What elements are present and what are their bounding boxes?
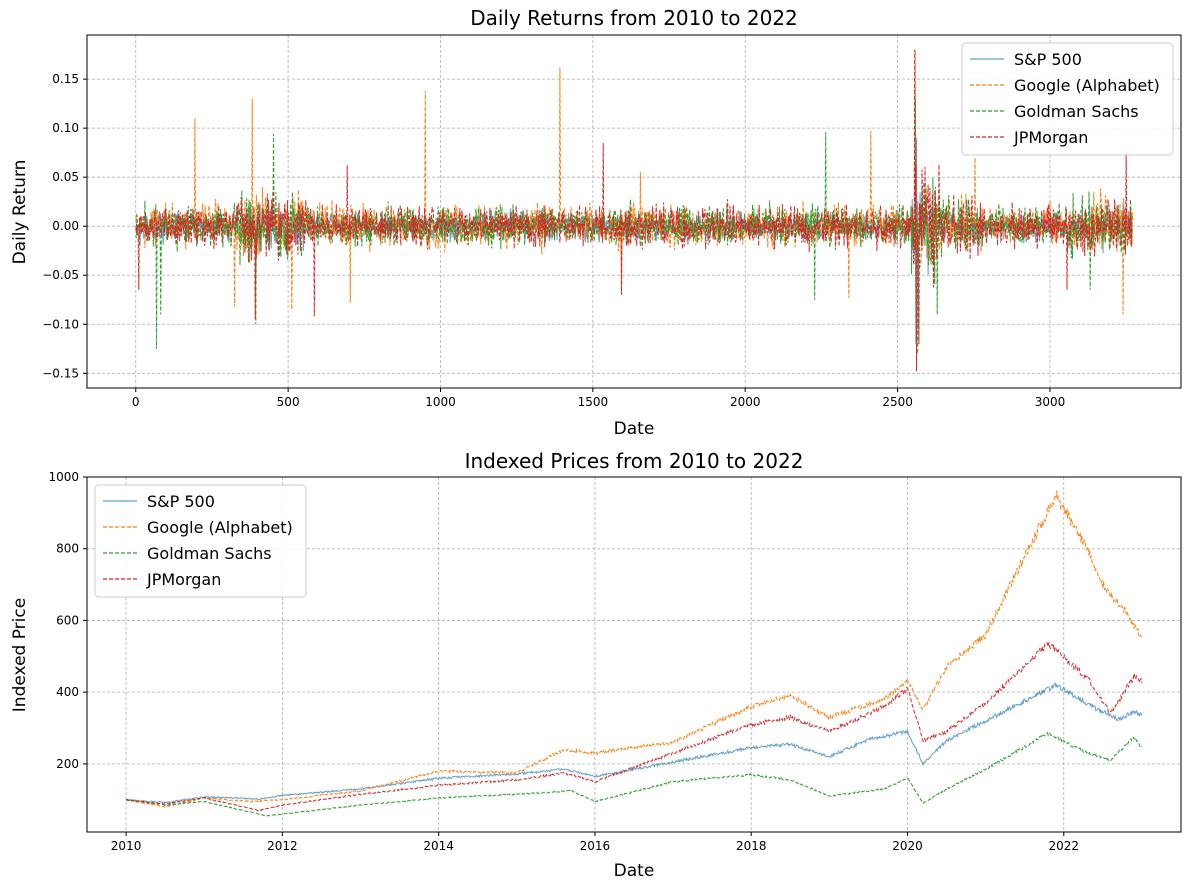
x-tick-label: 2010 (111, 839, 142, 853)
y-axis-label: Daily Return (10, 160, 30, 265)
chart-frame (86, 34, 1182, 389)
legend: S&P 500 Google (Alphabet) Goldman Sachs JPM… (94, 484, 307, 598)
series-line (125, 642, 1143, 812)
y-tick-label: 600 (56, 613, 79, 627)
legend-label: Google (Alphabet) (1014, 76, 1160, 95)
x-tick-label: 2016 (580, 839, 611, 853)
legend: S&P 500 Google (Alphabet) Goldman Sachs JPM… (961, 42, 1174, 156)
legend-box (94, 484, 307, 598)
x-tick-label: 1500 (578, 395, 609, 409)
legend-label: Goldman Sachs (147, 544, 272, 563)
y-tick-label: 0.15 (52, 72, 79, 86)
x-tick-label: 2000 (730, 395, 761, 409)
x-tick-label: 2012 (267, 839, 298, 853)
x-tick-label: 2014 (423, 839, 454, 853)
x-axis-label: Date (614, 861, 655, 881)
x-tick-label: 1000 (425, 395, 456, 409)
x-tick-label: 0 (132, 395, 140, 409)
y-axis-label: Indexed Price (10, 598, 30, 712)
y-tick-label: 0.05 (52, 170, 79, 184)
chart-title: Daily Returns from 2010 to 2022 (470, 6, 798, 30)
y-tick-label: 800 (56, 542, 79, 556)
x-tick-label: 3000 (1035, 395, 1066, 409)
indexed-prices-chart: 2010 2012 2014 2016 2018 2020 2022 200 400 600 800… (10, 449, 1182, 881)
daily-returns-chart: 0 500 1000 1500 2000 2500 3000 −0.15 −0.10 −0.05 0… (10, 6, 1182, 439)
legend-label: Google (Alphabet) (147, 518, 293, 537)
legend-label: S&P 500 (147, 492, 215, 511)
series-line (135, 49, 1133, 372)
y-tick-label: 200 (56, 757, 79, 771)
legend-label: JPMorgan (146, 570, 221, 589)
x-tick-label: 500 (277, 395, 300, 409)
series-line (135, 98, 1133, 354)
x-tick-label: 2020 (892, 839, 923, 853)
series-line (125, 731, 1143, 817)
legend-label: JPMorgan (1013, 128, 1088, 147)
y-tick-label: 1000 (48, 470, 79, 484)
y-tick-label: −0.10 (42, 317, 79, 331)
legend-label: S&P 500 (1014, 50, 1082, 69)
y-tick-label: −0.15 (42, 366, 79, 380)
chart-frame (86, 476, 1182, 833)
series-line (126, 681, 1143, 804)
x-axis-label: Date (614, 419, 655, 439)
x-tick-label: 2022 (1049, 839, 1080, 853)
x-tick-label: 2500 (882, 395, 913, 409)
y-tick-label: −0.05 (42, 268, 79, 282)
legend-box (961, 42, 1174, 156)
y-tick-label: 0.10 (52, 121, 79, 135)
series-line (125, 490, 1142, 808)
x-tick-label: 2018 (736, 839, 767, 853)
y-tick-label: 400 (56, 685, 79, 699)
legend-label: Goldman Sachs (1014, 102, 1139, 121)
chart-title: Indexed Prices from 2010 to 2022 (465, 449, 804, 473)
y-tick-label: 0.00 (52, 219, 79, 233)
